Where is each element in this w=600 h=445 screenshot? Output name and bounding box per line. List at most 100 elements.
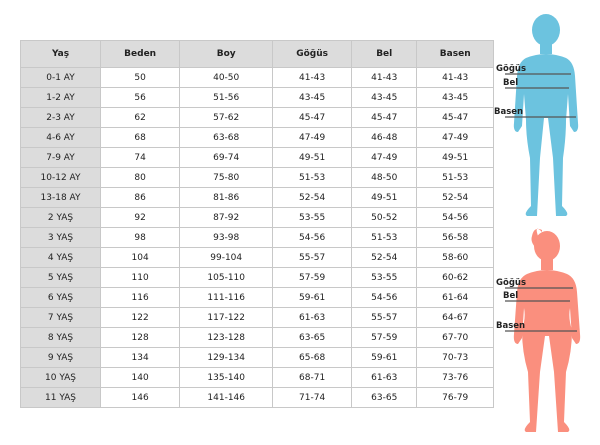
table-row: 7-9 AY 74 69-74 49-51 47-49 49-51 xyxy=(20,147,494,168)
table-cell: 54-56 xyxy=(272,227,353,248)
size-chart-table: Yaş Beden Boy Göğüs Bel Basen 0-1 AY 50 40-50 41… xyxy=(20,40,494,408)
age-cell: 7 YAŞ xyxy=(20,307,101,328)
table-cell: 47-49 xyxy=(351,147,418,168)
table-cell: 128 xyxy=(99,327,181,348)
table-row: 5 YAŞ 110 105-110 57-59 53-55 60-62 xyxy=(20,267,494,288)
table-row: 0-1 AY 50 40-50 41-43 41-43 41-43 xyxy=(20,67,494,88)
table-cell: 65-68 xyxy=(272,347,353,368)
table-cell: 55-57 xyxy=(351,307,418,328)
table-cell: 71-74 xyxy=(272,387,353,408)
age-cell: 8 YAŞ xyxy=(20,327,101,348)
age-cell: 7-9 AY xyxy=(20,147,101,168)
age-cell: 4-6 AY xyxy=(20,127,101,148)
table-row: 11 YAŞ 146 141-146 71-74 63-65 76-79 xyxy=(20,387,494,408)
table-cell: 87-92 xyxy=(179,207,274,228)
table-row: 10-12 AY 80 75-80 51-53 48-50 51-53 xyxy=(20,167,494,188)
table-cell: 51-53 xyxy=(272,167,353,188)
age-cell: 3 YAŞ xyxy=(20,227,101,248)
age-cell: 4 YAŞ xyxy=(20,247,101,268)
table-cell: 48-50 xyxy=(351,167,418,188)
column-header: Bel xyxy=(351,40,418,68)
table-cell: 50-52 xyxy=(351,207,418,228)
table-cell: 49-51 xyxy=(416,147,494,168)
column-header: Boy xyxy=(179,40,274,68)
table-cell: 80 xyxy=(99,167,181,188)
table-cell: 52-54 xyxy=(416,187,494,208)
table-cell: 45-47 xyxy=(416,107,494,128)
age-cell: 13-18 AY xyxy=(20,187,101,208)
boy-silhouette-icon xyxy=(505,14,579,216)
boy-waist-label: Bel xyxy=(503,78,519,88)
table-row: 7 YAŞ 122 117-122 61-63 55-57 64-67 xyxy=(20,307,494,328)
table-cell: 40-50 xyxy=(179,67,274,88)
table-cell: 76-79 xyxy=(416,387,494,408)
table-cell: 41-43 xyxy=(272,67,353,88)
table-cell: 46-48 xyxy=(351,127,418,148)
table-cell: 54-56 xyxy=(416,207,494,228)
table-cell: 92 xyxy=(99,207,181,228)
table-cell: 117-122 xyxy=(179,307,274,328)
boy-hip-label: Basen xyxy=(494,107,524,117)
table-cell: 116 xyxy=(99,287,181,308)
table-cell: 86 xyxy=(99,187,181,208)
table-cell: 61-64 xyxy=(416,287,494,308)
girl-figure: Göğüs Bel Basen xyxy=(490,222,600,437)
table-cell: 55-57 xyxy=(272,247,353,268)
table-cell: 74 xyxy=(99,147,181,168)
table-cell: 52-54 xyxy=(351,247,418,268)
table-cell: 111-116 xyxy=(179,287,274,308)
table-cell: 122 xyxy=(99,307,181,328)
age-cell: 5 YAŞ xyxy=(20,267,101,288)
table-cell: 47-49 xyxy=(272,127,353,148)
table-cell: 43-45 xyxy=(416,87,494,108)
table-cell: 59-61 xyxy=(272,287,353,308)
header-row: Yaş Beden Boy Göğüs Bel Basen xyxy=(20,40,494,68)
table-row: 2-3 AY 62 57-62 45-47 45-47 45-47 xyxy=(20,107,494,128)
table-cell: 140 xyxy=(99,367,181,388)
table-row: 9 YAŞ 134 129-134 65-68 59-61 70-73 xyxy=(20,347,494,368)
girl-hip-label: Basen xyxy=(496,321,526,331)
table-row: 4 YAŞ 104 99-104 55-57 52-54 58-60 xyxy=(20,247,494,268)
table-cell: 75-80 xyxy=(179,167,274,188)
table-cell: 41-43 xyxy=(351,67,418,88)
table-cell: 135-140 xyxy=(179,367,274,388)
age-cell: 1-2 AY xyxy=(20,87,101,108)
table-cell: 51-53 xyxy=(416,167,494,188)
column-header: Yaş xyxy=(20,40,101,68)
age-cell: 10 YAŞ xyxy=(20,367,101,388)
table-cell: 51-56 xyxy=(179,87,274,108)
age-cell: 0-1 AY xyxy=(20,67,101,88)
table-cell: 63-65 xyxy=(351,387,418,408)
age-cell: 2 YAŞ xyxy=(20,207,101,228)
table-cell: 62 xyxy=(99,107,181,128)
table-cell: 105-110 xyxy=(179,267,274,288)
girl-silhouette-icon xyxy=(505,228,581,432)
table-cell: 45-47 xyxy=(351,107,418,128)
table-cell: 81-86 xyxy=(179,187,274,208)
age-cell: 2-3 AY xyxy=(20,107,101,128)
table-cell: 49-51 xyxy=(351,187,418,208)
girl-chest-label: Göğüs xyxy=(496,278,527,288)
table-cell: 123-128 xyxy=(179,327,274,348)
table-cell: 45-47 xyxy=(272,107,353,128)
age-cell: 10-12 AY xyxy=(20,167,101,188)
table-cell: 54-56 xyxy=(351,287,418,308)
table-cell: 63-68 xyxy=(179,127,274,148)
age-cell: 9 YAŞ xyxy=(20,347,101,368)
table-cell: 67-70 xyxy=(416,327,494,348)
table-cell: 57-59 xyxy=(272,267,353,288)
table-cell: 73-76 xyxy=(416,367,494,388)
table-cell: 53-55 xyxy=(272,207,353,228)
table-cell: 50 xyxy=(99,67,181,88)
table-cell: 68-71 xyxy=(272,367,353,388)
table-cell: 47-49 xyxy=(416,127,494,148)
table-row: 2 YAŞ 92 87-92 53-55 50-52 54-56 xyxy=(20,207,494,228)
age-cell: 6 YAŞ xyxy=(20,287,101,308)
table-cell: 63-65 xyxy=(272,327,353,348)
table-row: 6 YAŞ 116 111-116 59-61 54-56 61-64 xyxy=(20,287,494,308)
table-row: 1-2 AY 56 51-56 43-45 43-45 43-45 xyxy=(20,87,494,108)
table-cell: 52-54 xyxy=(272,187,353,208)
table-cell: 57-59 xyxy=(351,327,418,348)
column-header: Göğüs xyxy=(272,40,353,68)
table-cell: 56 xyxy=(99,87,181,108)
